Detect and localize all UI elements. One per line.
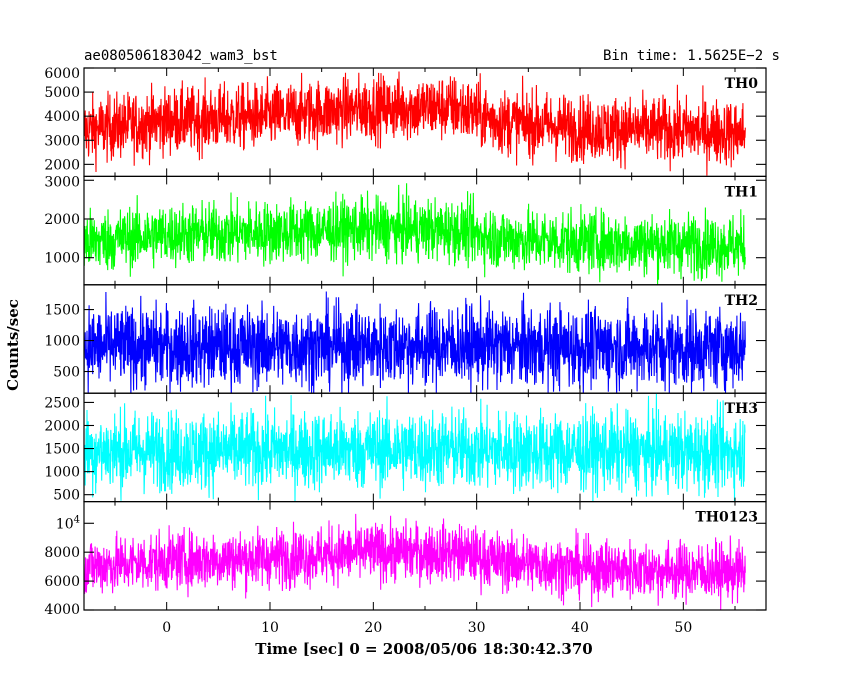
y-tick-label: 500 — [53, 488, 80, 504]
x-tick-label: 50 — [674, 620, 692, 636]
panel-th2: 500 1000 1500 TH2 — [44, 284, 767, 394]
series-th3 — [84, 393, 746, 502]
y-tick-label: 2000 — [44, 212, 80, 228]
y-tick-label: 1500 — [44, 442, 80, 458]
x-tick-label: 40 — [571, 620, 589, 636]
bin-time-label: Bin time: 1.5625E−2 s — [603, 48, 780, 64]
y-tick-label: 3000 — [44, 174, 80, 190]
panel-label-th2: TH2 — [725, 293, 758, 309]
x-tick-label: 0 — [162, 620, 171, 636]
y-tick-label: 2500 — [44, 395, 80, 411]
panel-th3: 500 1000 1500 2000 2500 TH3 — [44, 392, 767, 504]
panels-group: 20003000400050006000TH0100020003000TH150… — [44, 66, 767, 618]
y-tick-label: 6000 — [44, 66, 80, 82]
panel-label-th3: TH3 — [725, 401, 758, 417]
y-tick-label: 6000 — [44, 574, 80, 590]
series-th0 — [84, 71, 746, 176]
chart-title: ae080506183042_wam3_bst — [84, 48, 278, 64]
y-tick-label: 104 — [56, 514, 80, 532]
y-tick-label: 4000 — [44, 602, 80, 618]
y-tick-label: 1500 — [44, 303, 80, 319]
x-tick-label: 20 — [364, 620, 382, 636]
panel-label-th1: TH1 — [725, 184, 758, 200]
x-axis: 0 10 20 30 40 50 — [162, 620, 692, 636]
x-tick-label: 10 — [261, 620, 279, 636]
x-tick-label: 30 — [468, 620, 486, 636]
y-tick-label: 3000 — [44, 133, 80, 149]
panel-th0: 2000 3000 4000 5000 6000 TH0 — [44, 66, 767, 178]
panel-th1: 1000 2000 3000 TH1 — [44, 174, 767, 286]
panel-th0123: 4000 6000 8000 104 TH0123 — [44, 501, 767, 618]
y-tick-label: 2000 — [44, 418, 80, 434]
y-tick-label: 8000 — [44, 545, 80, 561]
y-tick-label: 4000 — [44, 109, 80, 125]
y-tick-label: 500 — [53, 365, 80, 381]
panel-label-th0123: TH0123 — [695, 510, 758, 526]
series-th0123 — [84, 513, 746, 610]
x-axis-label: Time [sec] 0 = 2008/05/06 18:30:42.370 — [255, 640, 592, 658]
y-axis-label: Counts/sec — [4, 299, 22, 391]
y-tick-label: 5000 — [44, 85, 80, 101]
y-tick-label: 1000 — [44, 251, 80, 267]
y-tick-label: 2000 — [44, 157, 80, 173]
y-tick-label: 1000 — [44, 465, 80, 481]
panel-label-th0: TH0 — [725, 76, 759, 92]
series-th2 — [84, 291, 746, 394]
y-tick-label: 1000 — [44, 334, 80, 350]
series-th1 — [84, 183, 746, 285]
